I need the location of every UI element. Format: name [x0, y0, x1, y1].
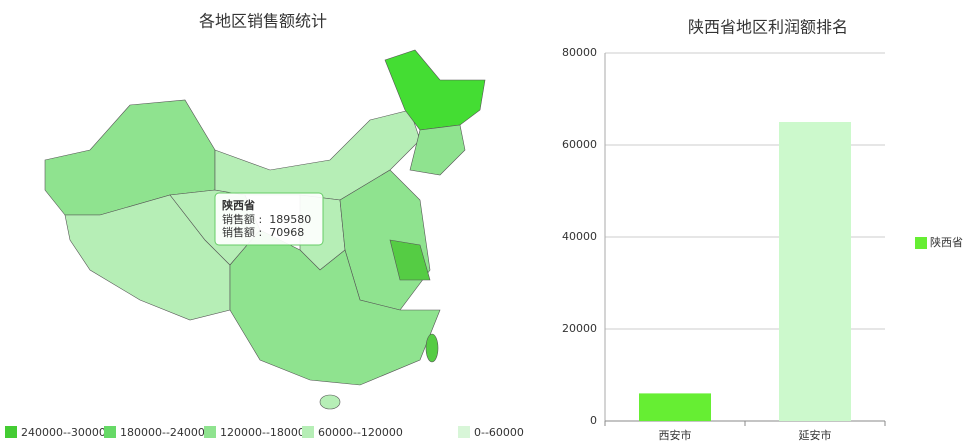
y-tick-label: 0 — [590, 414, 597, 427]
region — [409, 124, 466, 176]
y-tick-label: 80000 — [562, 46, 597, 59]
tooltip-box — [214, 192, 324, 246]
legend-label[interactable]: 陕西省 — [930, 235, 963, 249]
x-tick-label: 延安市 — [799, 428, 832, 442]
legend-swatch[interactable] — [915, 237, 927, 249]
x-tick-label: 西安市 — [659, 428, 692, 442]
legend-label[interactable]: 180000--240000 — [120, 426, 212, 439]
legend-swatch[interactable] — [5, 426, 17, 438]
legend-swatch[interactable] — [302, 426, 314, 438]
legend-label[interactable]: 120000--180000 — [220, 426, 312, 439]
china-map — [44, 49, 486, 410]
region — [425, 333, 439, 363]
bar[interactable] — [779, 122, 851, 421]
tooltip-label: 销售额 — [222, 212, 255, 226]
map-title: 各地区销售额统计 — [199, 12, 327, 31]
region — [319, 394, 341, 410]
region — [384, 49, 486, 131]
y-tick-label: 40000 — [562, 230, 597, 243]
tooltip-value: 189580 — [269, 213, 311, 226]
legend-label[interactable]: 240000--300000 — [21, 426, 113, 439]
legend-label[interactable]: 0--60000 — [474, 426, 524, 439]
bar[interactable] — [639, 393, 711, 421]
tooltip-title: 陕西省 — [222, 198, 255, 212]
tooltip-sep: : — [255, 226, 269, 239]
tooltip-sep: : — [255, 213, 269, 226]
legend-label[interactable]: 60000--120000 — [318, 426, 403, 439]
region — [389, 239, 431, 281]
legend-swatch[interactable] — [458, 426, 470, 438]
region — [229, 229, 441, 386]
tooltip-label: 销售额 — [222, 225, 255, 239]
tooltip-value: 70968 — [269, 226, 304, 239]
y-tick-label: 20000 — [562, 322, 597, 335]
tooltip-row: 销售额 : 189580 — [222, 212, 311, 226]
legend-swatch[interactable] — [104, 426, 116, 438]
bar-title: 陕西省地区利润额排名 — [688, 18, 848, 37]
tooltip-row: 销售额 : 70968 — [222, 225, 304, 239]
y-tick-label: 60000 — [562, 138, 597, 151]
legend-swatch[interactable] — [204, 426, 216, 438]
